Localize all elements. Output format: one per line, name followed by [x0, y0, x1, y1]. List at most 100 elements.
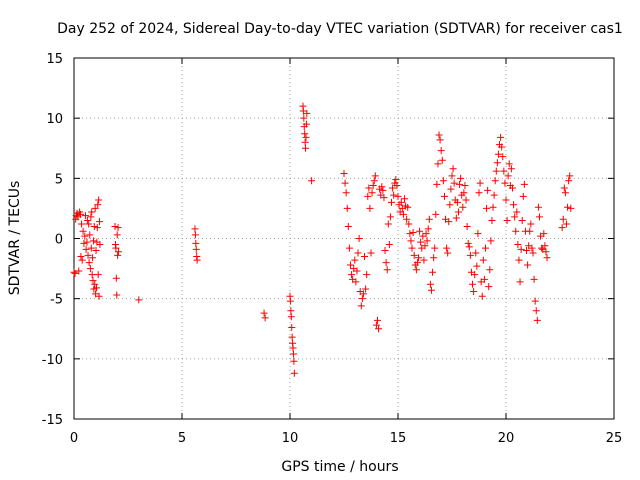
data-point [464, 239, 472, 247]
data-point [511, 213, 519, 221]
data-point [114, 251, 122, 259]
data-point [499, 153, 507, 161]
data-point [76, 210, 84, 218]
data-point [96, 241, 104, 249]
data-point [470, 287, 478, 295]
data-point [483, 204, 491, 212]
data-point [474, 230, 482, 238]
data-point [493, 159, 501, 167]
data-point [484, 186, 492, 194]
data-point [501, 179, 509, 187]
data-point [426, 280, 434, 288]
data-point [564, 203, 572, 211]
data-point [416, 227, 424, 235]
y-tick-label: -15 [42, 413, 63, 428]
data-point [340, 170, 348, 178]
data-point [353, 267, 361, 275]
data-point [287, 313, 295, 321]
data-point [341, 179, 349, 187]
data-point [417, 238, 425, 246]
x-tick-label: 5 [178, 431, 186, 446]
data-point [510, 201, 518, 209]
data-point [344, 222, 352, 230]
data-point [508, 184, 516, 192]
data-point [385, 241, 393, 249]
data-points [70, 102, 575, 377]
data-point [456, 180, 464, 188]
data-point [503, 216, 511, 224]
data-point [531, 297, 539, 305]
data-point [372, 321, 380, 329]
data-point [93, 224, 101, 232]
data-point [497, 133, 505, 141]
data-point [94, 271, 102, 279]
data-point [373, 316, 381, 324]
data-point [565, 177, 573, 185]
data-point [290, 357, 298, 365]
data-point [364, 192, 372, 200]
data-point [192, 239, 200, 247]
data-point [79, 227, 87, 235]
data-point [462, 196, 470, 204]
data-point [87, 244, 95, 252]
x-tick-label: 25 [606, 431, 623, 446]
data-point [378, 183, 386, 191]
data-point [394, 192, 402, 200]
data-point [388, 198, 396, 206]
data-point [290, 369, 298, 377]
data-point [505, 160, 513, 168]
data-point [480, 275, 488, 283]
data-point [465, 243, 473, 251]
data-point [348, 271, 356, 279]
y-tick-label: 10 [46, 112, 63, 127]
data-point [475, 189, 483, 197]
data-point [443, 244, 451, 252]
data-point [489, 203, 497, 211]
y-tick-label: -10 [42, 353, 63, 368]
data-point [500, 167, 508, 175]
data-point [192, 245, 200, 253]
data-point [434, 160, 442, 168]
data-point [498, 143, 506, 151]
data-point [471, 271, 479, 279]
data-point [288, 324, 296, 332]
data-point [512, 227, 520, 235]
data-point [357, 302, 365, 310]
data-point [437, 147, 445, 155]
data-point [301, 130, 309, 138]
data-point [71, 269, 79, 277]
data-point [435, 131, 443, 139]
data-point [481, 244, 489, 252]
data-point [518, 216, 526, 224]
data-point [486, 266, 494, 274]
data-point [375, 325, 383, 333]
data-point [447, 185, 455, 193]
data-point [520, 180, 528, 188]
data-point [527, 220, 535, 228]
data-point [445, 218, 453, 226]
data-point [410, 251, 418, 259]
data-point [191, 225, 199, 233]
data-point [424, 225, 432, 233]
data-point [514, 241, 522, 249]
data-point [84, 251, 92, 259]
data-point [381, 247, 389, 255]
data-point [540, 230, 548, 238]
x-tick-label: 10 [282, 431, 299, 446]
data-point [389, 184, 397, 192]
data-point [478, 292, 486, 300]
data-point [80, 239, 88, 247]
data-point [386, 213, 394, 221]
data-point [191, 231, 199, 239]
data-point [358, 295, 366, 303]
data-point [454, 208, 462, 216]
data-point [135, 296, 143, 304]
data-point [432, 210, 440, 218]
data-point [562, 220, 570, 228]
data-point [302, 144, 310, 152]
data-point [88, 208, 96, 216]
data-point [453, 198, 461, 206]
data-point [452, 214, 460, 222]
data-point [355, 235, 363, 242]
data-point [95, 196, 103, 204]
